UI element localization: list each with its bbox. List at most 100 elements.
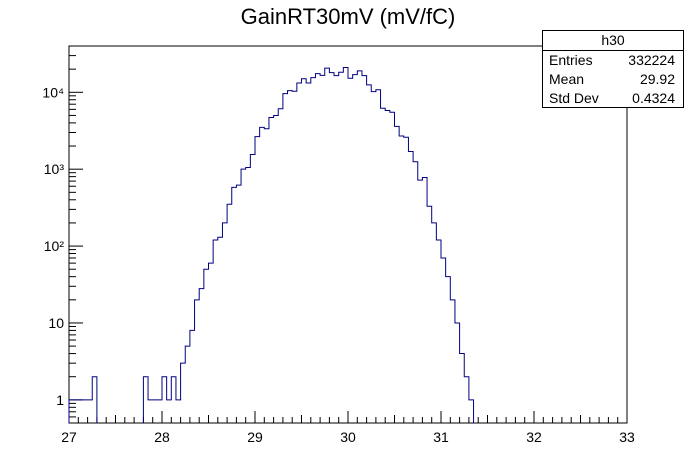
histogram-bin — [274, 115, 279, 423]
histogram-bin — [306, 83, 311, 423]
stats-row-mean: Mean 29.92 — [543, 70, 683, 89]
histogram-bin — [88, 400, 93, 423]
histogram-line — [68, 67, 475, 423]
histogram-bin — [283, 94, 288, 423]
histogram-bin — [278, 109, 283, 423]
histogram-bin — [195, 300, 200, 423]
histogram-bin — [176, 400, 181, 423]
histogram-bin — [199, 289, 204, 423]
histogram-bin — [209, 263, 214, 423]
x-tick-label: 27 — [61, 429, 77, 445]
histogram-bin — [218, 237, 223, 423]
histogram-bin — [455, 323, 460, 423]
histogram-bin — [367, 85, 372, 423]
histogram-bin — [353, 75, 358, 423]
histogram-bin — [227, 204, 232, 423]
stats-row-stddev: Std Dev 0.4324 — [543, 89, 683, 108]
histogram-bin — [148, 400, 153, 423]
x-tick-label: 28 — [154, 429, 170, 445]
histogram-bin — [250, 155, 255, 423]
histogram-bin — [190, 330, 195, 423]
histogram-bin — [181, 363, 186, 423]
histogram-bin — [264, 129, 269, 423]
stats-value-mean: 29.92 — [639, 71, 675, 87]
histogram-bin — [343, 68, 348, 423]
y-tick-label: 10 — [48, 315, 64, 331]
histogram-bin — [329, 73, 334, 423]
histogram-bin — [362, 76, 367, 423]
histogram-bin — [153, 400, 158, 423]
histogram-bin — [395, 126, 400, 423]
stats-box: h30 Entries 332224 Mean 29.92 Std Dev 0.… — [542, 30, 684, 108]
histogram-bin — [460, 354, 465, 423]
histogram-bin — [348, 78, 353, 423]
chart-title: GainRT30mV (mV/fC) — [240, 4, 456, 29]
histogram-bin — [427, 206, 432, 423]
histogram-bin — [288, 91, 293, 423]
histogram-bin — [441, 258, 446, 423]
stats-label-stddev: Std Dev — [549, 90, 599, 106]
histogram-bin — [469, 400, 474, 423]
histogram-bin — [83, 400, 88, 423]
histogram-bin — [320, 75, 325, 423]
histogram-bin — [450, 300, 455, 423]
histogram-bin — [302, 79, 307, 423]
histogram-bin — [339, 72, 344, 423]
histogram-bin — [436, 240, 441, 423]
histogram-bin — [222, 223, 227, 423]
histogram-bin — [167, 400, 172, 423]
stats-box-title: h30 — [543, 31, 683, 51]
histogram-bin — [92, 377, 97, 423]
histogram-bin — [185, 346, 190, 423]
stats-row-entries: Entries 332224 — [543, 51, 683, 70]
histogram-bin — [464, 377, 469, 423]
histogram-bin — [385, 110, 390, 423]
y-tick-label: 1 — [56, 392, 64, 408]
histogram-bin — [399, 136, 404, 423]
stats-label-mean: Mean — [549, 71, 585, 87]
histogram-bin — [381, 108, 386, 423]
histogram-bin — [269, 118, 274, 423]
histogram-bin — [255, 137, 260, 423]
histogram-bin — [311, 78, 316, 423]
histogram-bin — [297, 83, 302, 423]
histogram-bin — [422, 177, 427, 423]
y-tick-label: 10³ — [44, 161, 65, 177]
histogram-bin — [260, 127, 265, 423]
y-tick-label: 10² — [44, 238, 65, 254]
histogram-bin — [78, 400, 83, 423]
histogram-bin — [157, 400, 162, 423]
x-tick-label: 32 — [526, 429, 542, 445]
histogram-bin — [390, 112, 395, 423]
histogram-bin — [241, 169, 246, 423]
histogram-bin — [325, 68, 330, 423]
histogram-bin — [413, 162, 418, 423]
histogram-bin — [371, 92, 376, 423]
histogram-bin — [143, 377, 148, 423]
x-tick-label: 29 — [247, 429, 263, 445]
histogram-bin — [408, 151, 413, 423]
histogram-bin — [446, 277, 451, 423]
histogram-bin — [171, 377, 176, 423]
histogram-bin — [334, 76, 339, 423]
histogram-bin — [404, 137, 409, 423]
histogram-bin — [232, 187, 237, 423]
histogram-bin — [236, 185, 241, 423]
stats-label-entries: Entries — [549, 52, 593, 68]
x-tick-label: 33 — [619, 429, 635, 445]
stats-value-entries: 332224 — [628, 52, 675, 68]
histogram-bin — [376, 90, 381, 423]
stats-value-stddev: 0.4324 — [632, 90, 675, 106]
histogram-bin — [432, 223, 437, 423]
histogram-bin — [292, 91, 297, 423]
histogram-bin — [246, 168, 251, 423]
histogram-bin — [418, 180, 423, 423]
histogram-bin — [162, 377, 167, 423]
x-tick-label: 31 — [433, 429, 449, 445]
histogram-bin — [357, 71, 362, 423]
histogram-bin — [204, 269, 209, 423]
x-tick-label: 30 — [340, 429, 356, 445]
histogram-bin — [213, 240, 218, 423]
histogram-bin — [315, 74, 320, 423]
